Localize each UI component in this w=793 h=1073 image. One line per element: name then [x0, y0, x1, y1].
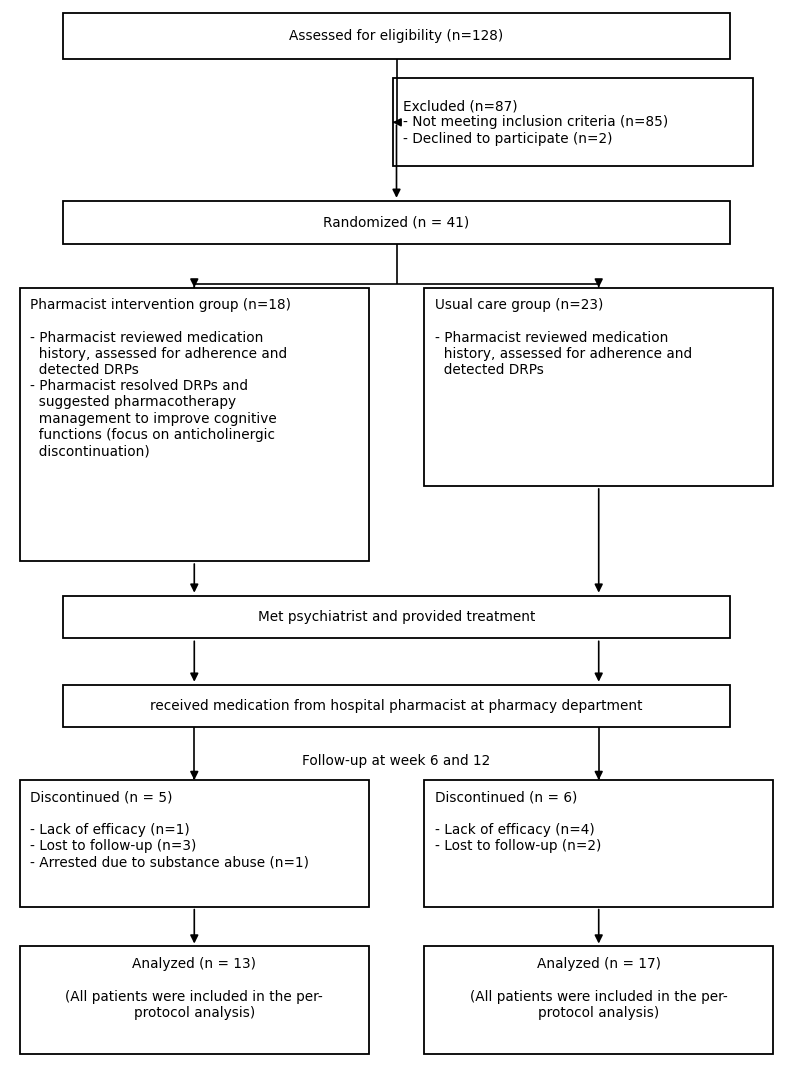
Text: Follow-up at week 6 and 12: Follow-up at week 6 and 12	[302, 753, 491, 768]
Text: Discontinued (n = 6)

- Lack of efficacy (n=4)
- Lost to follow-up (n=2): Discontinued (n = 6) - Lack of efficacy …	[435, 791, 601, 853]
Text: Usual care group (n=23)

- Pharmacist reviewed medication
  history, assessed fo: Usual care group (n=23) - Pharmacist rev…	[435, 298, 691, 377]
Bar	[424, 288, 773, 486]
Bar	[20, 780, 369, 907]
Text: Assessed for eligibility (n=128): Assessed for eligibility (n=128)	[289, 29, 504, 43]
Bar	[20, 946, 369, 1054]
Text: Met psychiatrist and provided treatment: Met psychiatrist and provided treatment	[258, 609, 535, 624]
Bar	[20, 288, 369, 561]
Bar	[424, 946, 773, 1054]
Bar	[63, 201, 730, 244]
Bar	[63, 596, 730, 638]
Bar	[63, 685, 730, 727]
Text: Analyzed (n = 13)

(All patients were included in the per-
protocol analysis): Analyzed (n = 13) (All patients were inc…	[65, 957, 324, 1019]
Bar	[393, 78, 753, 166]
Bar	[424, 780, 773, 907]
Text: received medication from hospital pharmacist at pharmacy department: received medication from hospital pharma…	[150, 699, 643, 714]
Text: Analyzed (n = 17)

(All patients were included in the per-
protocol analysis): Analyzed (n = 17) (All patients were inc…	[469, 957, 728, 1019]
Text: Excluded (n=87)
- Not meeting inclusion criteria (n=85)
- Declined to participat: Excluded (n=87) - Not meeting inclusion …	[403, 99, 668, 146]
Text: Randomized (n = 41): Randomized (n = 41)	[324, 215, 469, 230]
Text: Pharmacist intervention group (n=18)

- Pharmacist reviewed medication
  history: Pharmacist intervention group (n=18) - P…	[30, 298, 291, 458]
Bar	[63, 13, 730, 59]
Text: Discontinued (n = 5)

- Lack of efficacy (n=1)
- Lost to follow-up (n=3)
- Arres: Discontinued (n = 5) - Lack of efficacy …	[30, 791, 309, 869]
